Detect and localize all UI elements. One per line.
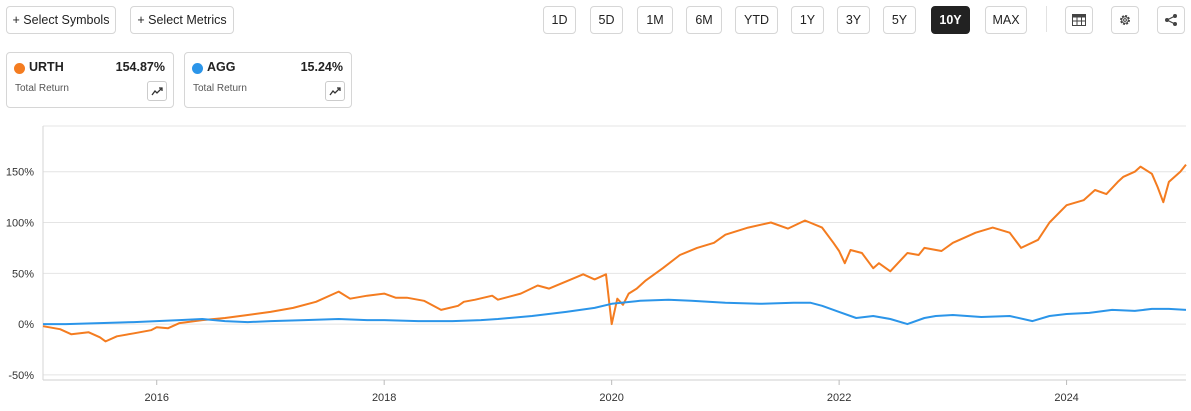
range-button-3y[interactable]: 3Y: [837, 6, 870, 34]
range-button-1m[interactable]: 1M: [637, 6, 673, 34]
range-button-ytd[interactable]: YTD: [735, 6, 778, 34]
table-view-button[interactable]: [1065, 6, 1093, 34]
trend-chart-button[interactable]: [147, 81, 167, 101]
x-tick-label: 2020: [599, 392, 623, 404]
trend-up-icon: [151, 87, 163, 96]
trend-up-icon: [329, 87, 341, 96]
legend-metric: Total Return: [193, 83, 247, 94]
range-button-10y[interactable]: 10Y: [931, 6, 970, 34]
x-tick-label: 2018: [372, 392, 396, 404]
y-tick-label: 0%: [18, 319, 34, 331]
legend-symbol: URTH: [29, 60, 64, 74]
y-tick-label: 50%: [12, 268, 34, 280]
y-tick-label: 100%: [6, 218, 34, 230]
range-button-max[interactable]: MAX: [985, 6, 1027, 34]
range-button-1y[interactable]: 1Y: [791, 6, 824, 34]
trend-chart-button[interactable]: [325, 81, 345, 101]
series-color-dot: [14, 63, 25, 74]
select-symbols-button[interactable]: + Select Symbols: [6, 6, 116, 34]
x-tick-label: 2016: [144, 392, 168, 404]
range-button-1d[interactable]: 1D: [543, 6, 576, 34]
legend-card-agg[interactable]: AGG 15.24% Total Return: [184, 52, 352, 108]
series-line-agg: [43, 298, 1187, 326]
share-button[interactable]: [1157, 6, 1185, 34]
series-color-dot: [192, 63, 203, 74]
x-tick-label: 2024: [1054, 392, 1078, 404]
legend-card-urth[interactable]: URTH 154.87% Total Return: [6, 52, 174, 108]
select-metrics-button[interactable]: + Select Metrics: [130, 6, 234, 34]
performance-chart: 150% 100% 50% 0% -50% 2016 2018 2020 2022 2024: [6, 125, 1187, 404]
toolbar-divider: [1046, 6, 1047, 32]
y-tick-label: 150%: [6, 167, 34, 179]
share-icon: [1165, 14, 1177, 26]
settings-button[interactable]: [1111, 6, 1139, 34]
range-button-5d[interactable]: 5D: [590, 6, 623, 34]
range-button-6m[interactable]: 6M: [686, 6, 722, 34]
legend-value: 154.87%: [115, 60, 165, 74]
series-line-urth: [42, 163, 1187, 343]
x-tick-label: 2022: [827, 392, 851, 404]
legend-value: 15.24%: [300, 60, 343, 74]
legend-symbol: AGG: [207, 60, 236, 74]
gear-icon: [1120, 15, 1130, 25]
table-icon: [1072, 14, 1086, 26]
legend-metric: Total Return: [15, 83, 69, 94]
y-tick-label: -50%: [8, 370, 34, 382]
range-button-5y[interactable]: 5Y: [883, 6, 916, 34]
